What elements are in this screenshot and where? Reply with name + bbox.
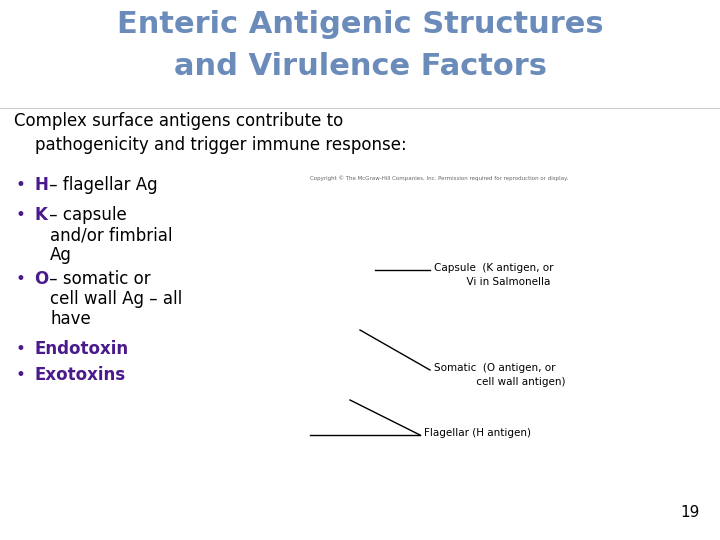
Text: •: •	[15, 340, 25, 358]
Text: Copyright © The McGraw-Hill Companies, Inc. Permission required for reproduction: Copyright © The McGraw-Hill Companies, I…	[310, 175, 568, 181]
Text: Vi in Salmonella: Vi in Salmonella	[434, 277, 550, 287]
Text: •: •	[15, 176, 25, 194]
Text: cell wall antigen): cell wall antigen)	[434, 377, 565, 387]
Text: Capsule  (K antigen, or: Capsule (K antigen, or	[434, 263, 554, 273]
Text: – flagellar Ag: – flagellar Ag	[44, 176, 158, 194]
Text: – capsule: – capsule	[44, 206, 127, 224]
Text: cell wall Ag – all: cell wall Ag – all	[50, 290, 182, 308]
Text: K: K	[34, 206, 47, 224]
Text: and Virulence Factors: and Virulence Factors	[174, 52, 546, 81]
Text: Complex surface antigens contribute to: Complex surface antigens contribute to	[14, 112, 343, 130]
Text: pathogenicity and trigger immune response:: pathogenicity and trigger immune respons…	[14, 136, 407, 154]
Text: H: H	[34, 176, 48, 194]
Text: •: •	[15, 270, 25, 288]
Text: O: O	[34, 270, 48, 288]
Text: and/or fimbrial: and/or fimbrial	[50, 226, 173, 244]
Text: Somatic  (O antigen, or: Somatic (O antigen, or	[434, 363, 556, 373]
Text: – somatic or: – somatic or	[44, 270, 150, 288]
Text: •: •	[15, 206, 25, 224]
Text: Exotoxins: Exotoxins	[34, 366, 125, 384]
Text: Endotoxin: Endotoxin	[34, 340, 128, 358]
Text: Flagellar (H antigen): Flagellar (H antigen)	[424, 428, 531, 438]
Text: Ag: Ag	[50, 246, 72, 264]
Text: Enteric Antigenic Structures: Enteric Antigenic Structures	[117, 10, 603, 39]
Text: have: have	[50, 310, 91, 328]
Text: •: •	[15, 366, 25, 384]
Text: 19: 19	[680, 505, 700, 520]
